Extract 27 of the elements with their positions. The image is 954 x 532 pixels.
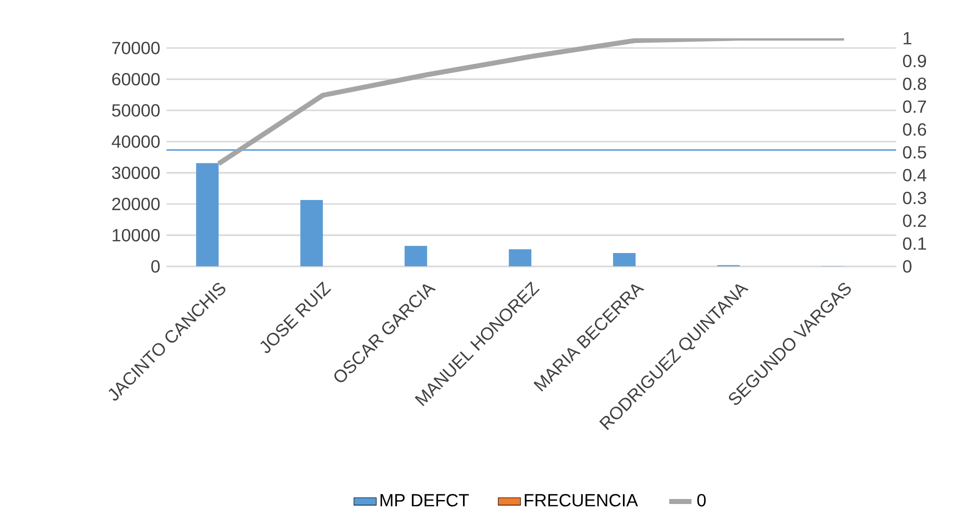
y2-tick-label: 1 [904,32,912,44]
y2-tick-label: 0.5 [903,146,926,159]
bar [404,246,428,266]
y2-tick-label: 0.6 [903,123,926,136]
y-tick-label: 10000 [112,229,160,242]
bar [300,200,323,266]
y-tick-label: 60000 [112,73,160,86]
y-tick-label: 50000 [112,104,160,117]
y-tick-label: 20000 [112,198,160,210]
legend-label: MP DEFCT [380,494,469,507]
y2-tick-label: 0.7 [903,100,926,113]
legend-label: 0 [697,494,706,507]
y2-tick-label: 0.9 [903,54,926,68]
y2-tick-label: 0.2 [903,214,926,228]
y-tick-label: 40000 [112,135,160,148]
bar [196,163,219,266]
y-tick-label: 30000 [112,166,160,180]
y2-tick-label: 0 [903,260,912,273]
y-tick-label: 70000 [112,42,160,54]
y2-tick-label: 0.8 [903,78,926,90]
bar [508,249,532,266]
y2-tick-label: 0.3 [903,192,926,204]
y2-tick-label: 0.4 [903,168,926,182]
bar [613,253,636,266]
y2-tick-label: 0.1 [903,237,926,250]
y-tick-label: 0 [151,260,160,273]
legend-label: FRECUENCIA [524,494,638,507]
